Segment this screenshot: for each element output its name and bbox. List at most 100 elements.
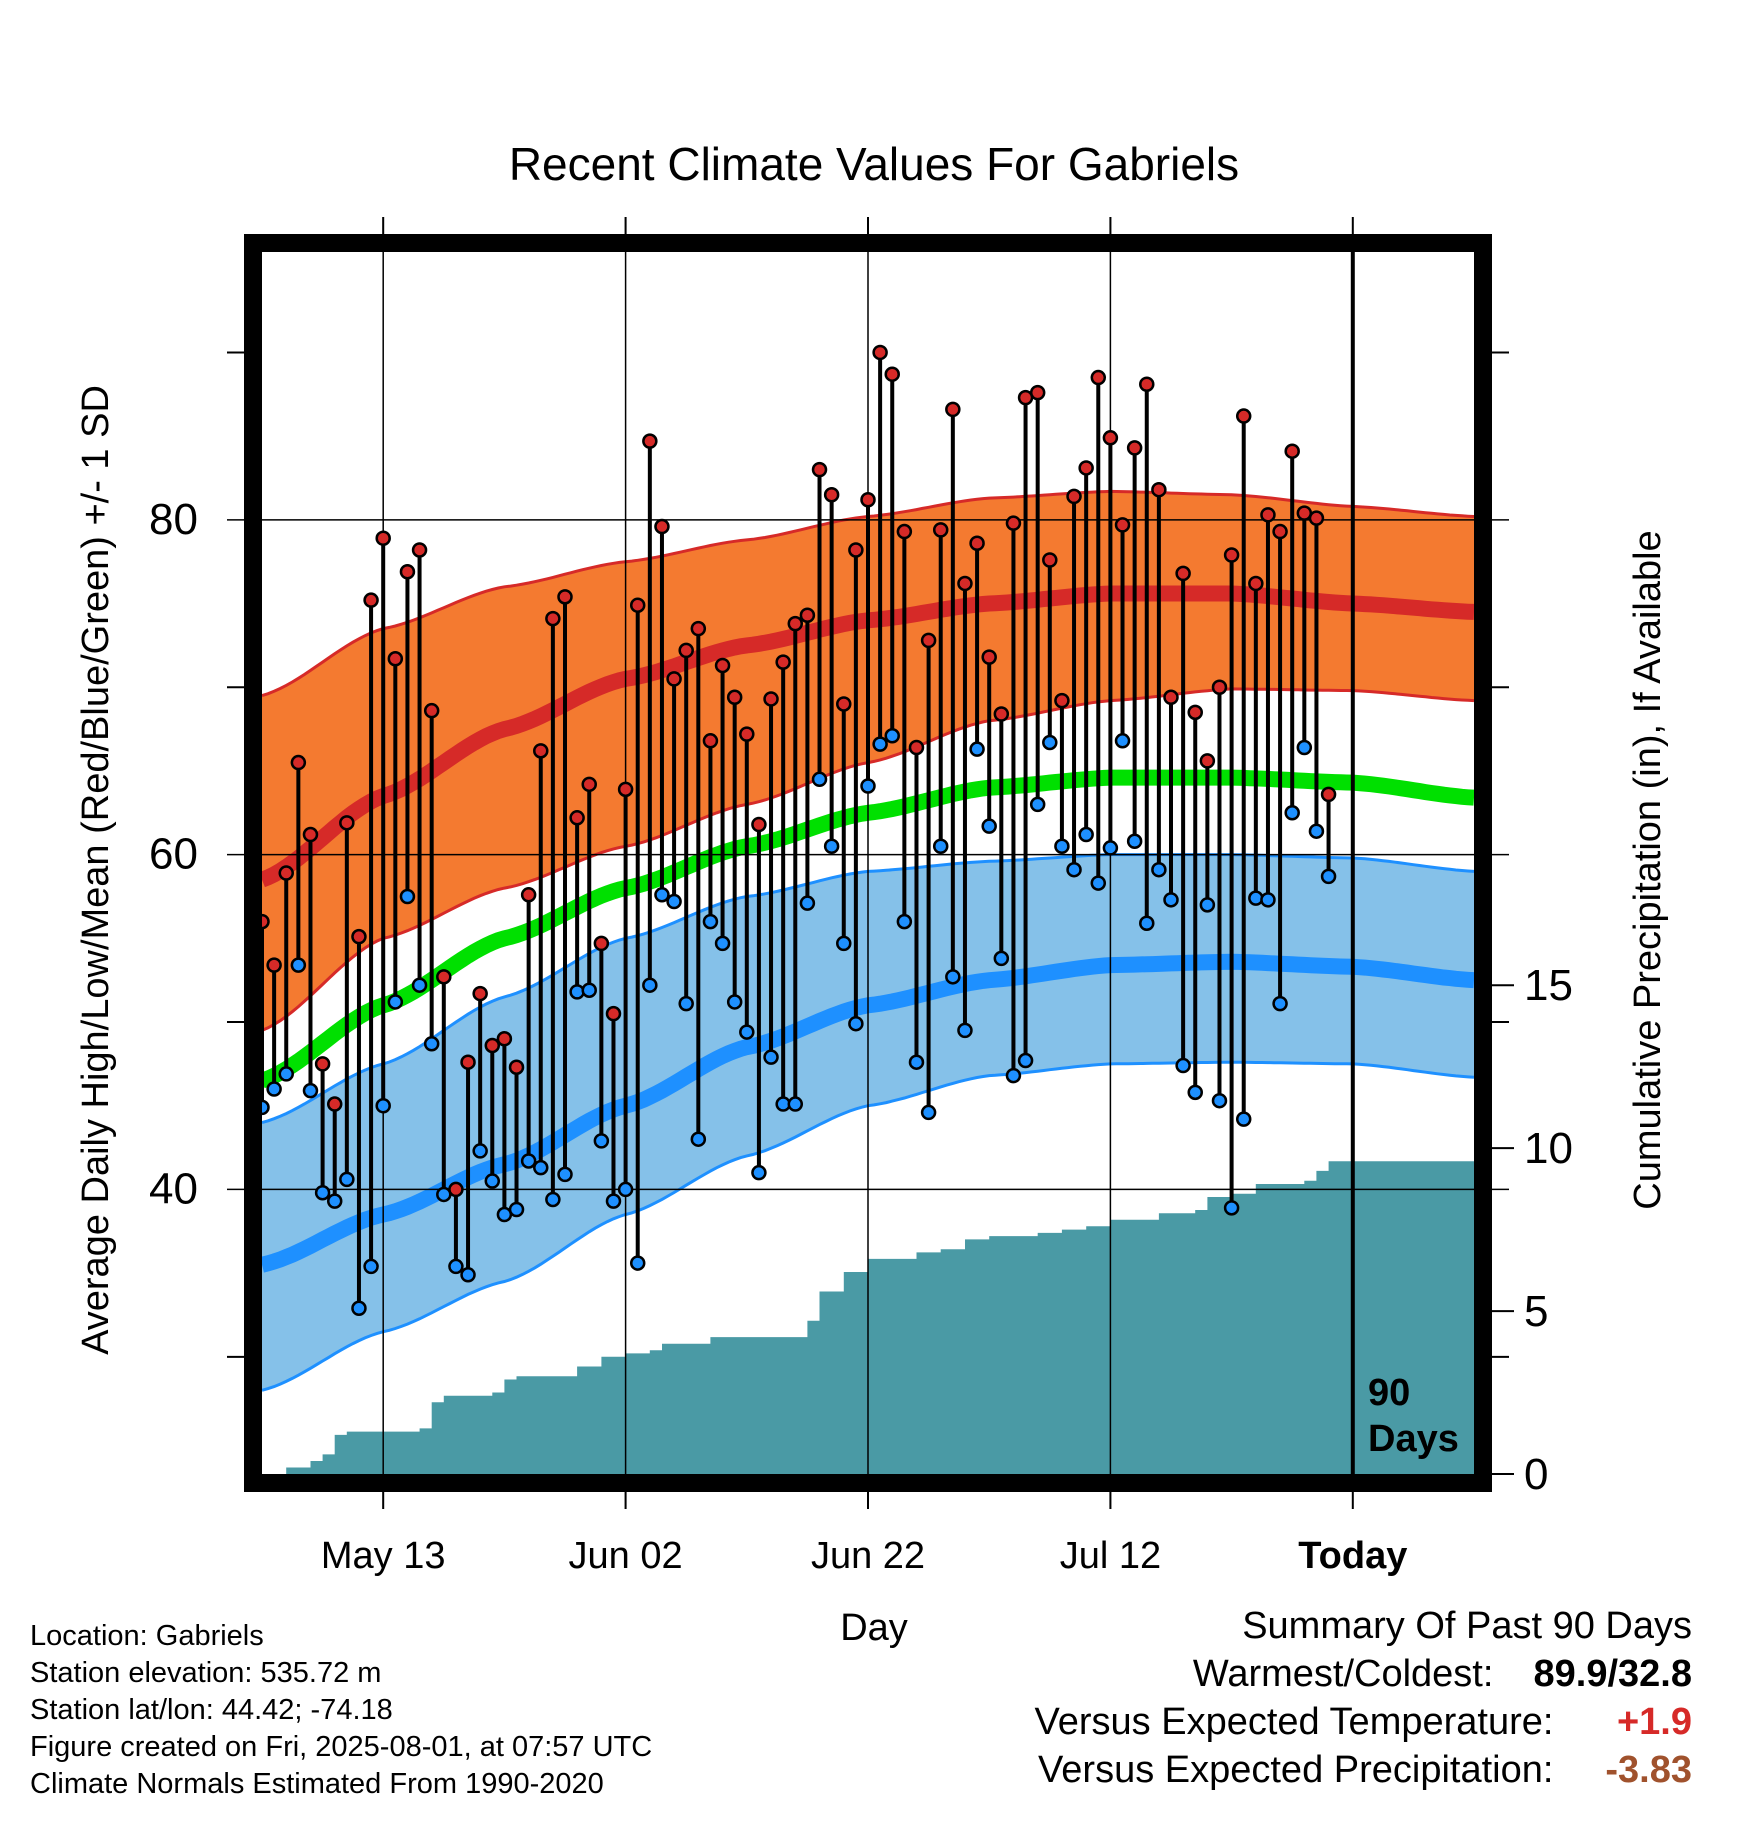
y-left-tick-label: 40: [149, 1164, 198, 1213]
plot-border: [244, 234, 1492, 1492]
daily-low-point: [351, 1300, 367, 1317]
daily-high-point: [605, 1005, 622, 1022]
daily-low-point: [1320, 868, 1337, 885]
daily-low-point: [1005, 1067, 1022, 1084]
daily-high-point: [1235, 408, 1252, 424]
daily-high-point: [726, 689, 743, 706]
daily-high-point: [496, 1031, 513, 1047]
daily-low-point: [860, 778, 876, 794]
daily-low-point: [1029, 796, 1046, 813]
daily-high-point: [1066, 488, 1082, 505]
summary-value: 89.9/32.8: [1533, 1653, 1692, 1695]
daily-low-point: [811, 771, 828, 788]
daily-high-point: [375, 530, 391, 546]
daily-low-point: [533, 1159, 549, 1176]
daily-low-point: [1187, 1084, 1203, 1101]
daily-high-point: [1139, 376, 1155, 392]
daily-high-point: [302, 826, 319, 843]
daily-low-point: [363, 1258, 379, 1275]
created-text: Figure created on Fri, 2025-08-01, at 07…: [30, 1731, 653, 1763]
daily-low-point: [484, 1173, 501, 1189]
daily-high-point: [1029, 384, 1046, 401]
daily-high-point: [1199, 753, 1216, 769]
daily-high-point: [654, 518, 670, 535]
daily-low-point: [266, 1081, 282, 1097]
daily-low-point: [605, 1193, 622, 1209]
days-marker-label: 90 Days: [1368, 1370, 1459, 1462]
daily-high-point: [508, 1059, 525, 1075]
daily-high-point: [908, 739, 925, 756]
daily-high-point: [1042, 552, 1058, 568]
y-right-tick-label: 10: [1524, 1124, 1573, 1173]
daily-low-point: [593, 1133, 610, 1149]
daily-high-point: [557, 589, 573, 605]
daily-low-point: [957, 1022, 973, 1039]
daily-low-point: [326, 1193, 343, 1209]
daily-high-point: [787, 615, 804, 632]
daily-low-point: [375, 1097, 391, 1114]
daily-low-point: [908, 1054, 925, 1070]
latlon-text: Station lat/lon: 44.42; -74.18: [30, 1694, 393, 1726]
daily-low-point: [569, 984, 585, 1000]
observations: [254, 252, 1355, 1474]
station-info: Location: Gabriels Station elevation: 53…: [30, 1618, 652, 1803]
x-tick-label: May 13: [321, 1535, 446, 1577]
elevation-text: Station elevation: 535.72 m: [30, 1657, 382, 1689]
daily-high-point: [872, 344, 888, 361]
daily-high-point: [678, 642, 694, 659]
daily-low-point: [1066, 861, 1082, 878]
daily-low-point: [751, 1164, 767, 1181]
y-left-tick-label: 60: [149, 830, 198, 879]
daily-high-point: [460, 1054, 476, 1070]
daily-low-point: [302, 1082, 319, 1099]
daily-low-point: [423, 1036, 440, 1052]
daily-high-point: [533, 743, 549, 759]
daily-low-point: [654, 887, 670, 903]
daily-low-point: [836, 935, 852, 952]
daily-high-point: [1078, 460, 1094, 476]
daily-high-point: [581, 776, 597, 793]
daily-low-point: [460, 1267, 476, 1283]
daily-low-point: [1090, 875, 1107, 891]
y-right-tick-label: 15: [1524, 961, 1573, 1010]
daily-low-point: [1139, 915, 1155, 932]
daily-low-point: [690, 1131, 707, 1147]
daily-low-point: [1284, 805, 1300, 821]
daily-low-point: [520, 1153, 537, 1169]
daily-low-point: [823, 838, 840, 855]
daily-high-point: [666, 671, 682, 687]
daily-low-point: [1054, 838, 1070, 855]
daily-low-point: [666, 893, 682, 910]
daily-high-point: [1054, 692, 1070, 709]
daily-low-point: [920, 1104, 937, 1121]
summary-title: Summary Of Past 90 Days: [1242, 1605, 1692, 1647]
daily-low-point: [508, 1201, 525, 1218]
daily-high-point: [1175, 565, 1191, 582]
daily-low-point: [314, 1185, 331, 1201]
daily-low-point: [1114, 733, 1131, 749]
daily-low-point: [1199, 897, 1216, 913]
daily-high-point: [629, 597, 646, 613]
summary-row-temperature: Versus Expected Temperature: +1.9: [1035, 1698, 1692, 1746]
summary-value-temp: +1.9: [1616, 1701, 1692, 1743]
daily-high-point: [1102, 430, 1119, 446]
daily-low-point: [981, 818, 997, 834]
x-tick-label: Jun 22: [811, 1535, 925, 1577]
x-tick-label: Jun 02: [569, 1535, 683, 1577]
daily-low-point: [969, 741, 985, 757]
y-axis-right-label: Cumulative Precipitation (in), If Availa…: [1627, 530, 1669, 1209]
location-text: Location: Gabriels: [30, 1620, 264, 1652]
plot-frame: May 13 Jun 02 Jun 22 Jul 12 Today 40 60 80 0 5 10 1…: [149, 217, 1573, 1577]
daily-high-point: [1005, 515, 1022, 531]
daily-high-point: [642, 433, 658, 449]
daily-high-point: [1272, 523, 1288, 540]
summary-row-precipitation: Versus Expected Precipitation: -3.83: [1035, 1746, 1692, 1794]
daily-low-point: [472, 1143, 488, 1159]
daily-high-point: [957, 575, 973, 592]
summary-value-precip: -3.83: [1605, 1749, 1692, 1791]
daily-low-point: [339, 1171, 355, 1188]
daily-high-point: [884, 366, 900, 382]
daily-high-point: [290, 754, 307, 771]
normals-text: Climate Normals Estimated From 1990-2020: [30, 1768, 604, 1800]
daily-high-point: [823, 486, 840, 503]
